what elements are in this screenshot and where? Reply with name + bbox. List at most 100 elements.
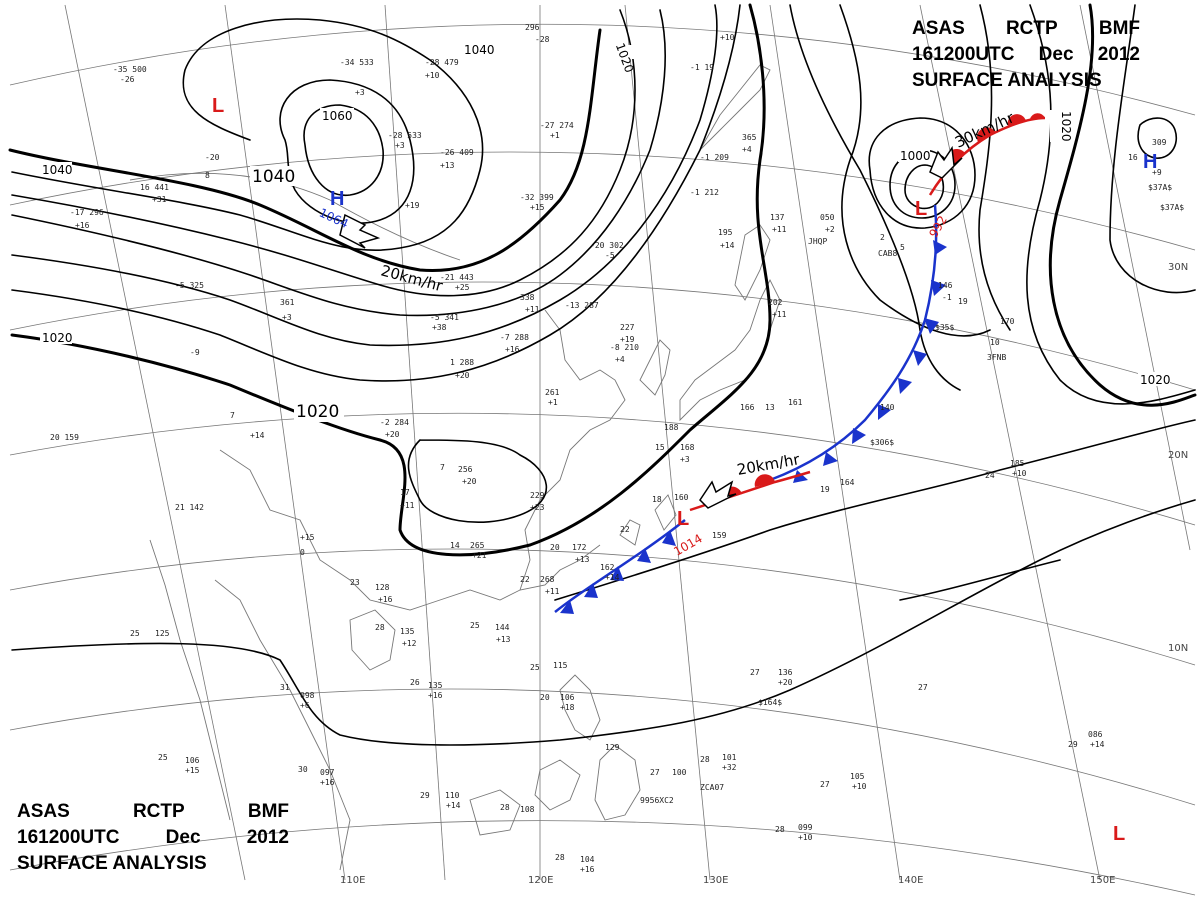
station-code: JHQP xyxy=(808,237,827,246)
svg-text:+21: +21 xyxy=(472,551,487,560)
svg-text:+14: +14 xyxy=(605,573,620,582)
svg-text:+11: +11 xyxy=(400,501,415,510)
svg-text:-21 443: -21 443 xyxy=(440,273,474,282)
cold-front-south xyxy=(554,519,686,614)
svg-text:29: 29 xyxy=(420,791,430,800)
title-station: RCTP xyxy=(1005,18,1058,39)
svg-text:10: 10 xyxy=(990,338,1000,347)
svg-text:227: 227 xyxy=(620,323,635,332)
coastlines xyxy=(129,64,781,871)
svg-text:+13: +13 xyxy=(440,161,455,170)
svg-text:+16: +16 xyxy=(580,865,595,874)
isobar-label: 1060 xyxy=(322,109,353,123)
svg-text:-34 533: -34 533 xyxy=(340,58,374,67)
title-block-top: ASAS RCTP BMF 161200UTC Dec 2012 SURFACE… xyxy=(912,16,1140,94)
svg-text:135: 135 xyxy=(400,627,415,636)
station-plots: -35 500-26 -208 16 441+31 -17 296+16 -5 … xyxy=(50,23,1184,874)
svg-text:31: 31 xyxy=(280,683,290,692)
svg-text:+9: +9 xyxy=(1152,168,1162,177)
svg-text:+12: +12 xyxy=(402,639,417,648)
svg-text:+11: +11 xyxy=(545,587,560,596)
svg-text:28: 28 xyxy=(500,803,510,812)
svg-text:+25: +25 xyxy=(455,283,470,292)
longitude-label: 150E xyxy=(1090,875,1115,886)
movement-arrows xyxy=(339,145,963,509)
station-code: CAB8 xyxy=(878,249,897,258)
svg-text:16 441: 16 441 xyxy=(140,183,169,192)
svg-text:125: 125 xyxy=(155,629,170,638)
svg-text:115: 115 xyxy=(553,661,568,670)
svg-text:050: 050 xyxy=(820,213,835,222)
svg-text:-20 302: -20 302 xyxy=(590,241,624,250)
title-time: 161200UTC xyxy=(912,44,1015,65)
title-time: 161200UTC xyxy=(17,827,120,848)
station-code: $35$ xyxy=(935,323,954,332)
svg-text:+20: +20 xyxy=(385,430,400,439)
svg-text:+14: +14 xyxy=(446,801,461,810)
isobar-label: 1000 xyxy=(900,149,931,163)
title-line-1: ASAS RCTP BMF xyxy=(17,799,289,825)
svg-text:105: 105 xyxy=(850,772,865,781)
low-center: L xyxy=(212,95,224,117)
svg-text:202: 202 xyxy=(768,298,783,307)
svg-text:256: 256 xyxy=(458,465,473,474)
svg-text:188: 188 xyxy=(664,423,679,432)
svg-text:+13: +13 xyxy=(496,635,511,644)
svg-text:22: 22 xyxy=(620,525,630,534)
graticule xyxy=(9,4,1196,896)
svg-text:361: 361 xyxy=(280,298,295,307)
svg-text:-20: -20 xyxy=(205,153,220,162)
svg-text:097: 097 xyxy=(320,768,335,777)
low-center: L xyxy=(1113,823,1125,845)
station-code: $37A$ xyxy=(1148,183,1172,192)
svg-text:27: 27 xyxy=(820,780,830,789)
svg-text:106: 106 xyxy=(185,756,200,765)
svg-text:164: 164 xyxy=(840,478,855,487)
svg-text:161: 161 xyxy=(788,398,803,407)
svg-text:+38: +38 xyxy=(432,323,447,332)
title-product: ASAS xyxy=(912,18,965,39)
svg-text:25: 25 xyxy=(130,629,140,638)
station-annotations: JHQP 3FNB ZCA07 9956XC2 CAB8 $164$ $306$… xyxy=(640,183,1172,805)
svg-text:-26: -26 xyxy=(120,75,135,84)
svg-text:+16: +16 xyxy=(75,221,90,230)
svg-text:098: 098 xyxy=(300,691,315,700)
svg-text:-1: -1 xyxy=(942,293,952,302)
svg-text:-7 288: -7 288 xyxy=(500,333,529,342)
longitude-label: 140E xyxy=(898,875,923,886)
title-block-bottom: ASAS RCTP BMF 161200UTC Dec 2012 SURFACE… xyxy=(17,799,289,877)
station-code: $306$ xyxy=(870,438,894,447)
isobar-label: 1020 xyxy=(42,331,73,345)
svg-text:+10: +10 xyxy=(852,782,867,791)
svg-text:-8 210: -8 210 xyxy=(610,343,639,352)
svg-text:+10: +10 xyxy=(425,71,440,80)
svg-text:25: 25 xyxy=(158,753,168,762)
svg-text:-35 500: -35 500 xyxy=(113,65,147,74)
isobar-label: 1040 xyxy=(42,163,73,177)
svg-text:15: 15 xyxy=(655,443,665,452)
title-year: 2012 xyxy=(1097,44,1140,65)
station-code: ZCA07 xyxy=(700,783,724,792)
svg-text:+19: +19 xyxy=(620,335,635,344)
svg-text:+1: +1 xyxy=(548,398,558,407)
axis-labels: 110E 120E 130E 140E 150E 30N 20N 10N xyxy=(340,262,1188,886)
svg-text:140: 140 xyxy=(880,403,895,412)
svg-text:1 288: 1 288 xyxy=(450,358,474,367)
svg-text:+13: +13 xyxy=(575,555,590,564)
latitude-label: 30N xyxy=(1168,262,1188,273)
svg-text:106: 106 xyxy=(560,693,575,702)
title-line-3: SURFACE ANALYSIS xyxy=(17,851,289,877)
title-station: RCTP xyxy=(132,801,185,822)
svg-text:-5 325: -5 325 xyxy=(175,281,204,290)
svg-text:+20: +20 xyxy=(455,371,470,380)
svg-text:-28: -28 xyxy=(535,35,550,44)
svg-text:137: 137 xyxy=(770,213,785,222)
cold-front-north xyxy=(769,204,947,483)
svg-text:7: 7 xyxy=(230,411,235,420)
station-code: $164$ xyxy=(758,698,782,707)
svg-text:-17 296: -17 296 xyxy=(70,208,104,217)
svg-text:5: 5 xyxy=(900,243,905,252)
svg-text:7: 7 xyxy=(440,463,445,472)
svg-text:-27 274: -27 274 xyxy=(540,121,574,130)
station-code: 3FNB xyxy=(987,353,1006,362)
